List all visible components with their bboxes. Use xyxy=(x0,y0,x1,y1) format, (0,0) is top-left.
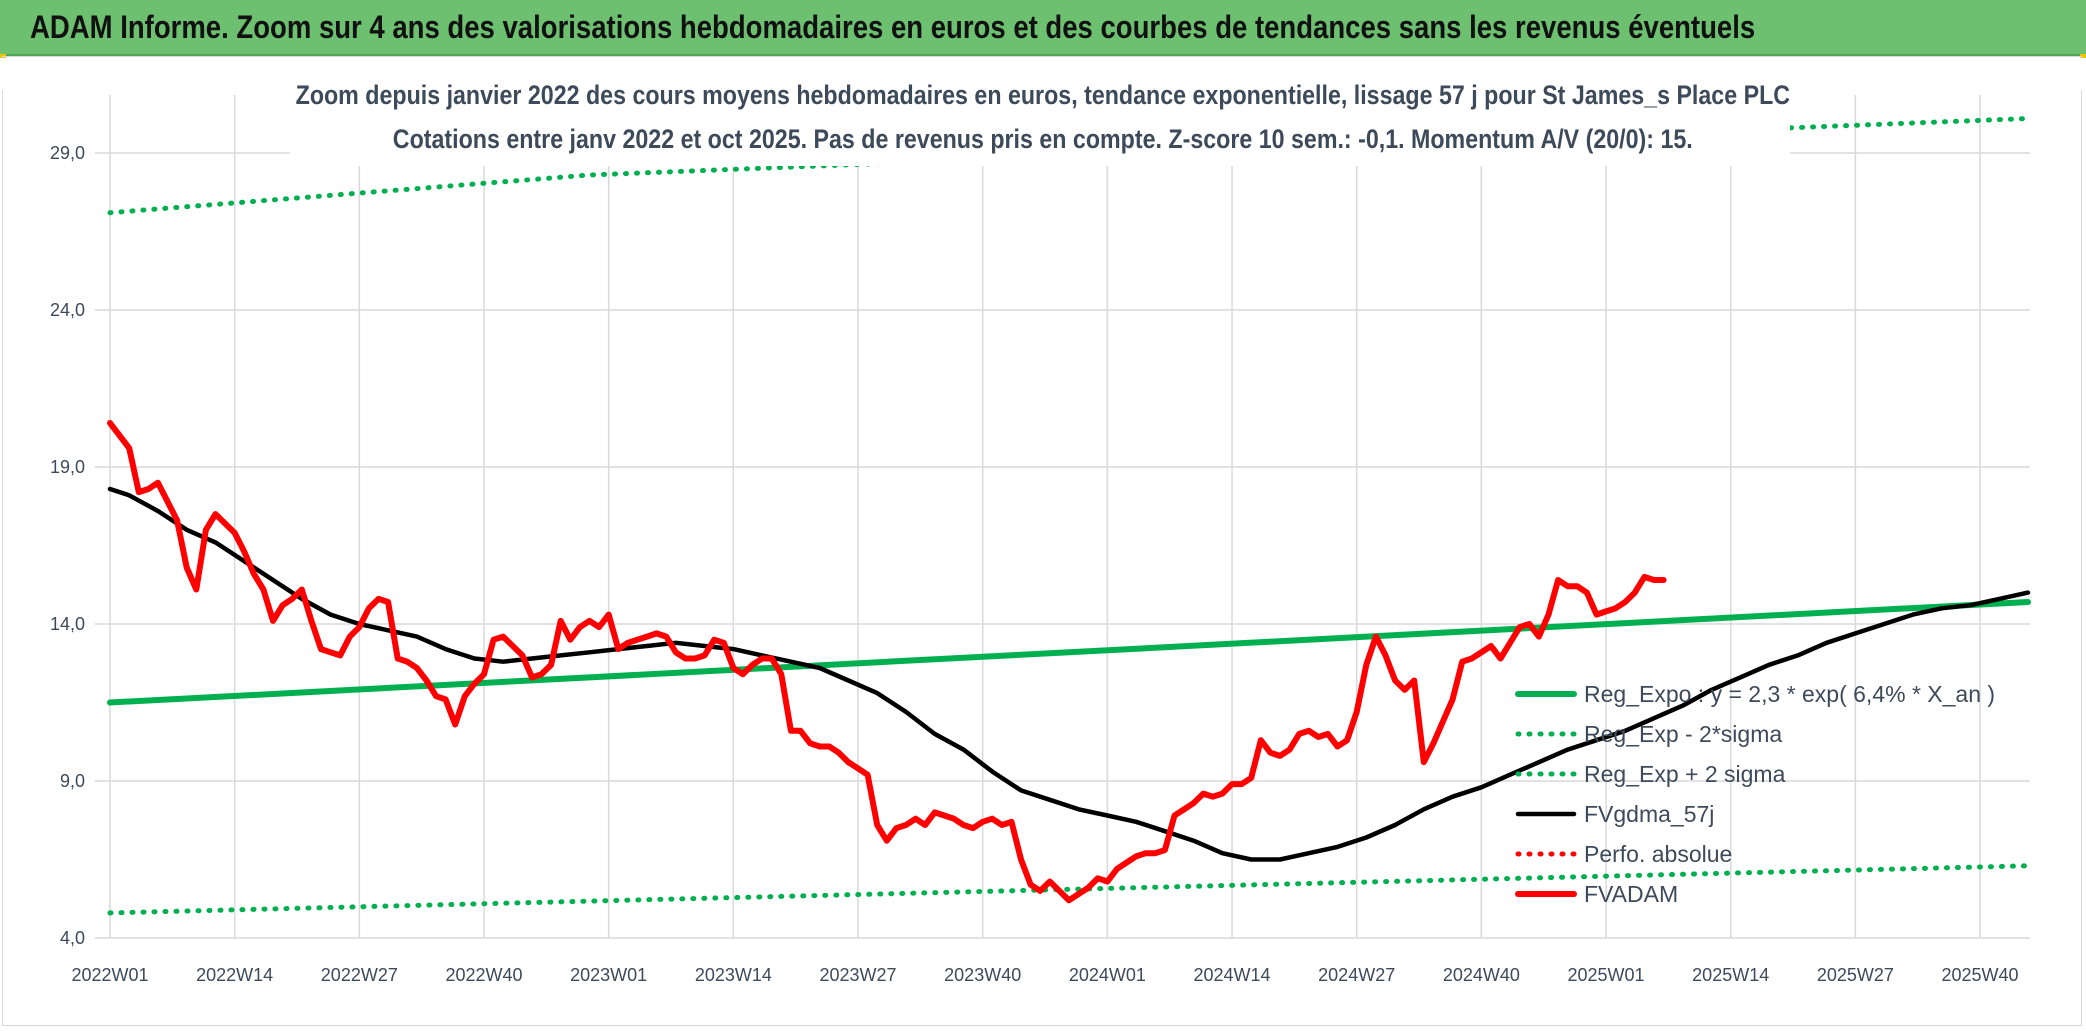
x-tick-label: 2022W14 xyxy=(196,965,273,985)
x-tick-label: 2022W27 xyxy=(321,965,398,985)
y-axis-ticks: 4,0 9,0 14,0 19,0 24,0 29,0 xyxy=(50,143,85,948)
legend-label: Reg_Exp - 2*sigma xyxy=(1584,721,1782,747)
x-tick-label: 2023W27 xyxy=(819,965,896,985)
series-line-reg-exp-2-sigma xyxy=(107,863,2031,916)
x-tick-label: 2024W01 xyxy=(1069,965,1146,985)
y-tick-label: 14,0 xyxy=(50,614,85,634)
legend-label: FVgdma_57j xyxy=(1584,801,1714,827)
y-tick-label: 19,0 xyxy=(50,457,85,477)
x-tick-label: 2025W14 xyxy=(1692,965,1769,985)
chart-frame xyxy=(2,56,2082,1026)
x-tick-label: 2025W01 xyxy=(1568,965,1645,985)
legend-label: Reg_Expo : y = 2,3 * exp( 6,4% * X_an ) xyxy=(1584,681,1995,707)
report-banner: ADAM Informe. Zoom sur 4 ans des valoris… xyxy=(0,0,2086,56)
x-tick-label: 2023W14 xyxy=(695,965,772,985)
x-tick-label: 2022W01 xyxy=(71,965,148,985)
x-tick-label: 2024W40 xyxy=(1443,965,1520,985)
legend-label: Perfo. absolue xyxy=(1584,841,1732,867)
x-tick-label: 2024W14 xyxy=(1193,965,1270,985)
y-tick-label: 9,0 xyxy=(60,771,85,791)
report-title: ADAM Informe. Zoom sur 4 ans des valoris… xyxy=(30,9,1756,45)
y-tick-label: 29,0 xyxy=(50,143,85,163)
legend-label: Reg_Exp + 2 sigma xyxy=(1584,761,1786,787)
x-tick-label: 2025W40 xyxy=(1942,965,2019,985)
chart-subtitle-line1: Zoom depuis janvier 2022 des cours moyen… xyxy=(295,80,1791,110)
x-tick-label: 2024W27 xyxy=(1318,965,1395,985)
y-tick-label: 4,0 xyxy=(60,928,85,948)
legend-label: FVADAM xyxy=(1584,881,1678,907)
x-tick-label: 2025W27 xyxy=(1817,965,1894,985)
y-tick-label: 24,0 xyxy=(50,300,85,320)
series-line-fvadam xyxy=(107,420,1667,904)
x-axis-ticks: 2022W01 2022W14 2022W27 2022W40 2023W01 2023W… xyxy=(71,965,2018,985)
series-line-fvgdma-57j xyxy=(107,486,2031,862)
x-tick-label: 2023W01 xyxy=(570,965,647,985)
x-tick-label: 2022W40 xyxy=(445,965,522,985)
chart-subtitle-line2: Cotations entre janv 2022 et oct 2025. P… xyxy=(393,124,1693,154)
grid-lines xyxy=(95,95,2030,939)
legend: Reg_Expo : y = 2,3 * exp( 6,4% * X_an ) R… xyxy=(1515,681,1995,907)
subtitle-backdrop xyxy=(290,74,1790,166)
x-tick-label: 2023W40 xyxy=(944,965,1021,985)
